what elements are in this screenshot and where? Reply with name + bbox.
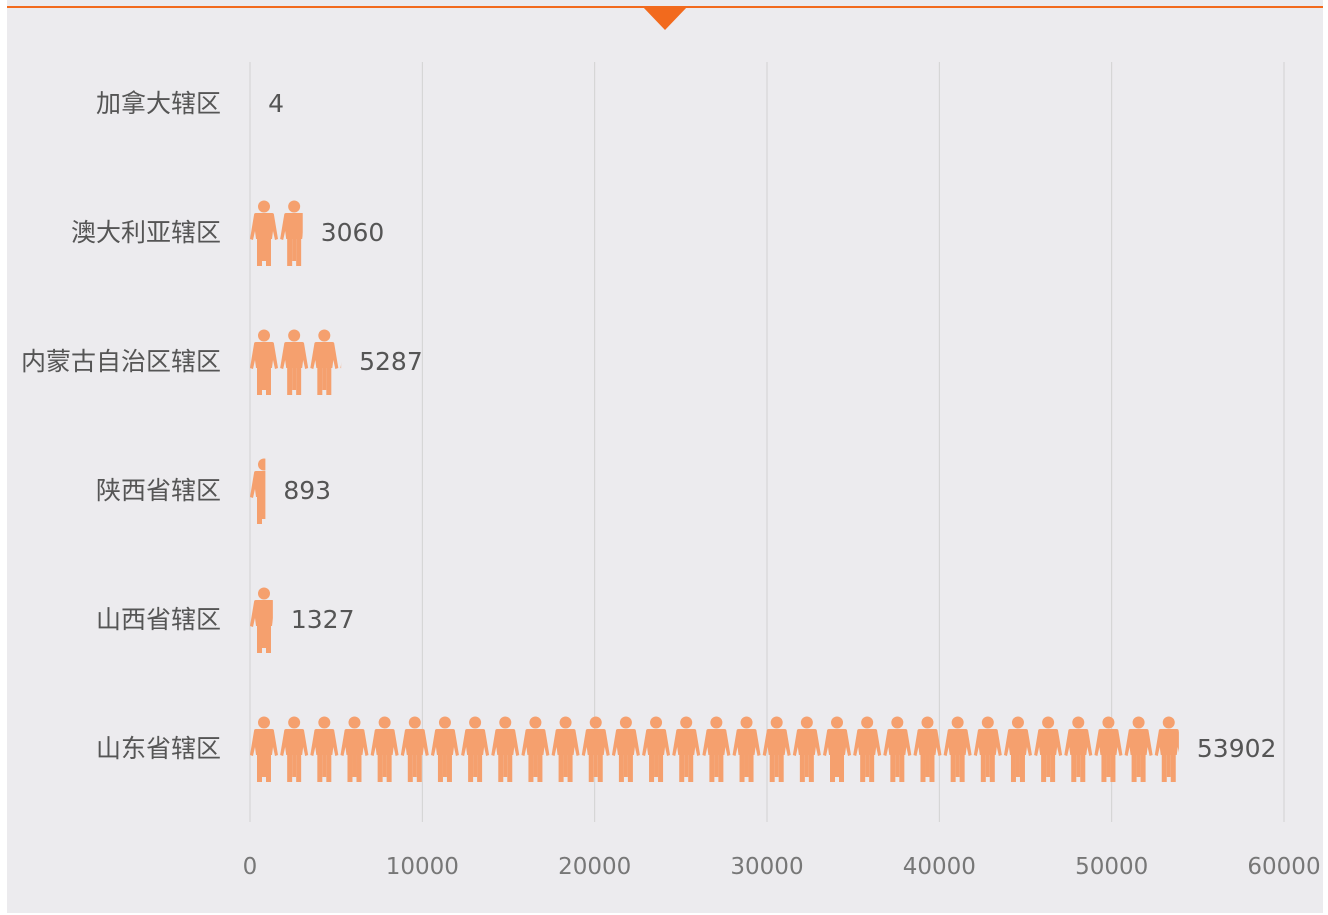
- pointer-triangle: [642, 6, 688, 30]
- value-label: 1327: [291, 605, 355, 634]
- pictograph-bar: [250, 587, 273, 653]
- category-label: 山东省辖区: [96, 734, 221, 763]
- value-label: 4: [268, 89, 284, 118]
- value-label: 53902: [1197, 734, 1277, 763]
- x-tick-label: 20000: [558, 854, 631, 880]
- grid: [249, 62, 1285, 822]
- category-label: 内蒙古自治区辖区: [21, 347, 221, 376]
- x-tick-label: 10000: [386, 854, 459, 880]
- category-label: 加拿大辖区: [96, 89, 221, 118]
- value-label: 893: [283, 476, 331, 505]
- pictograph-bar: [250, 200, 303, 266]
- x-tick-label: 0: [243, 854, 258, 880]
- value-label: 3060: [321, 218, 385, 247]
- x-tick-label: 60000: [1247, 854, 1320, 880]
- bars: [250, 71, 1179, 782]
- value-label: 5287: [359, 347, 423, 376]
- pictograph-bar: [250, 458, 266, 524]
- category-label: 山西省辖区: [96, 605, 221, 634]
- category-label: 澳大利亚辖区: [71, 218, 221, 247]
- pictograph-bar: [250, 329, 342, 395]
- category-label: 陕西省辖区: [96, 476, 221, 505]
- value-labels: 4 3060 5287 893 1327 53902: [268, 89, 1276, 763]
- pictograph-bar: [250, 716, 1179, 782]
- x-tick-label: 30000: [730, 854, 803, 880]
- x-axis-ticks: 0 10000 20000 30000 40000 50000 60000: [243, 854, 1321, 880]
- x-tick-label: 40000: [903, 854, 976, 880]
- x-tick-label: 50000: [1075, 854, 1148, 880]
